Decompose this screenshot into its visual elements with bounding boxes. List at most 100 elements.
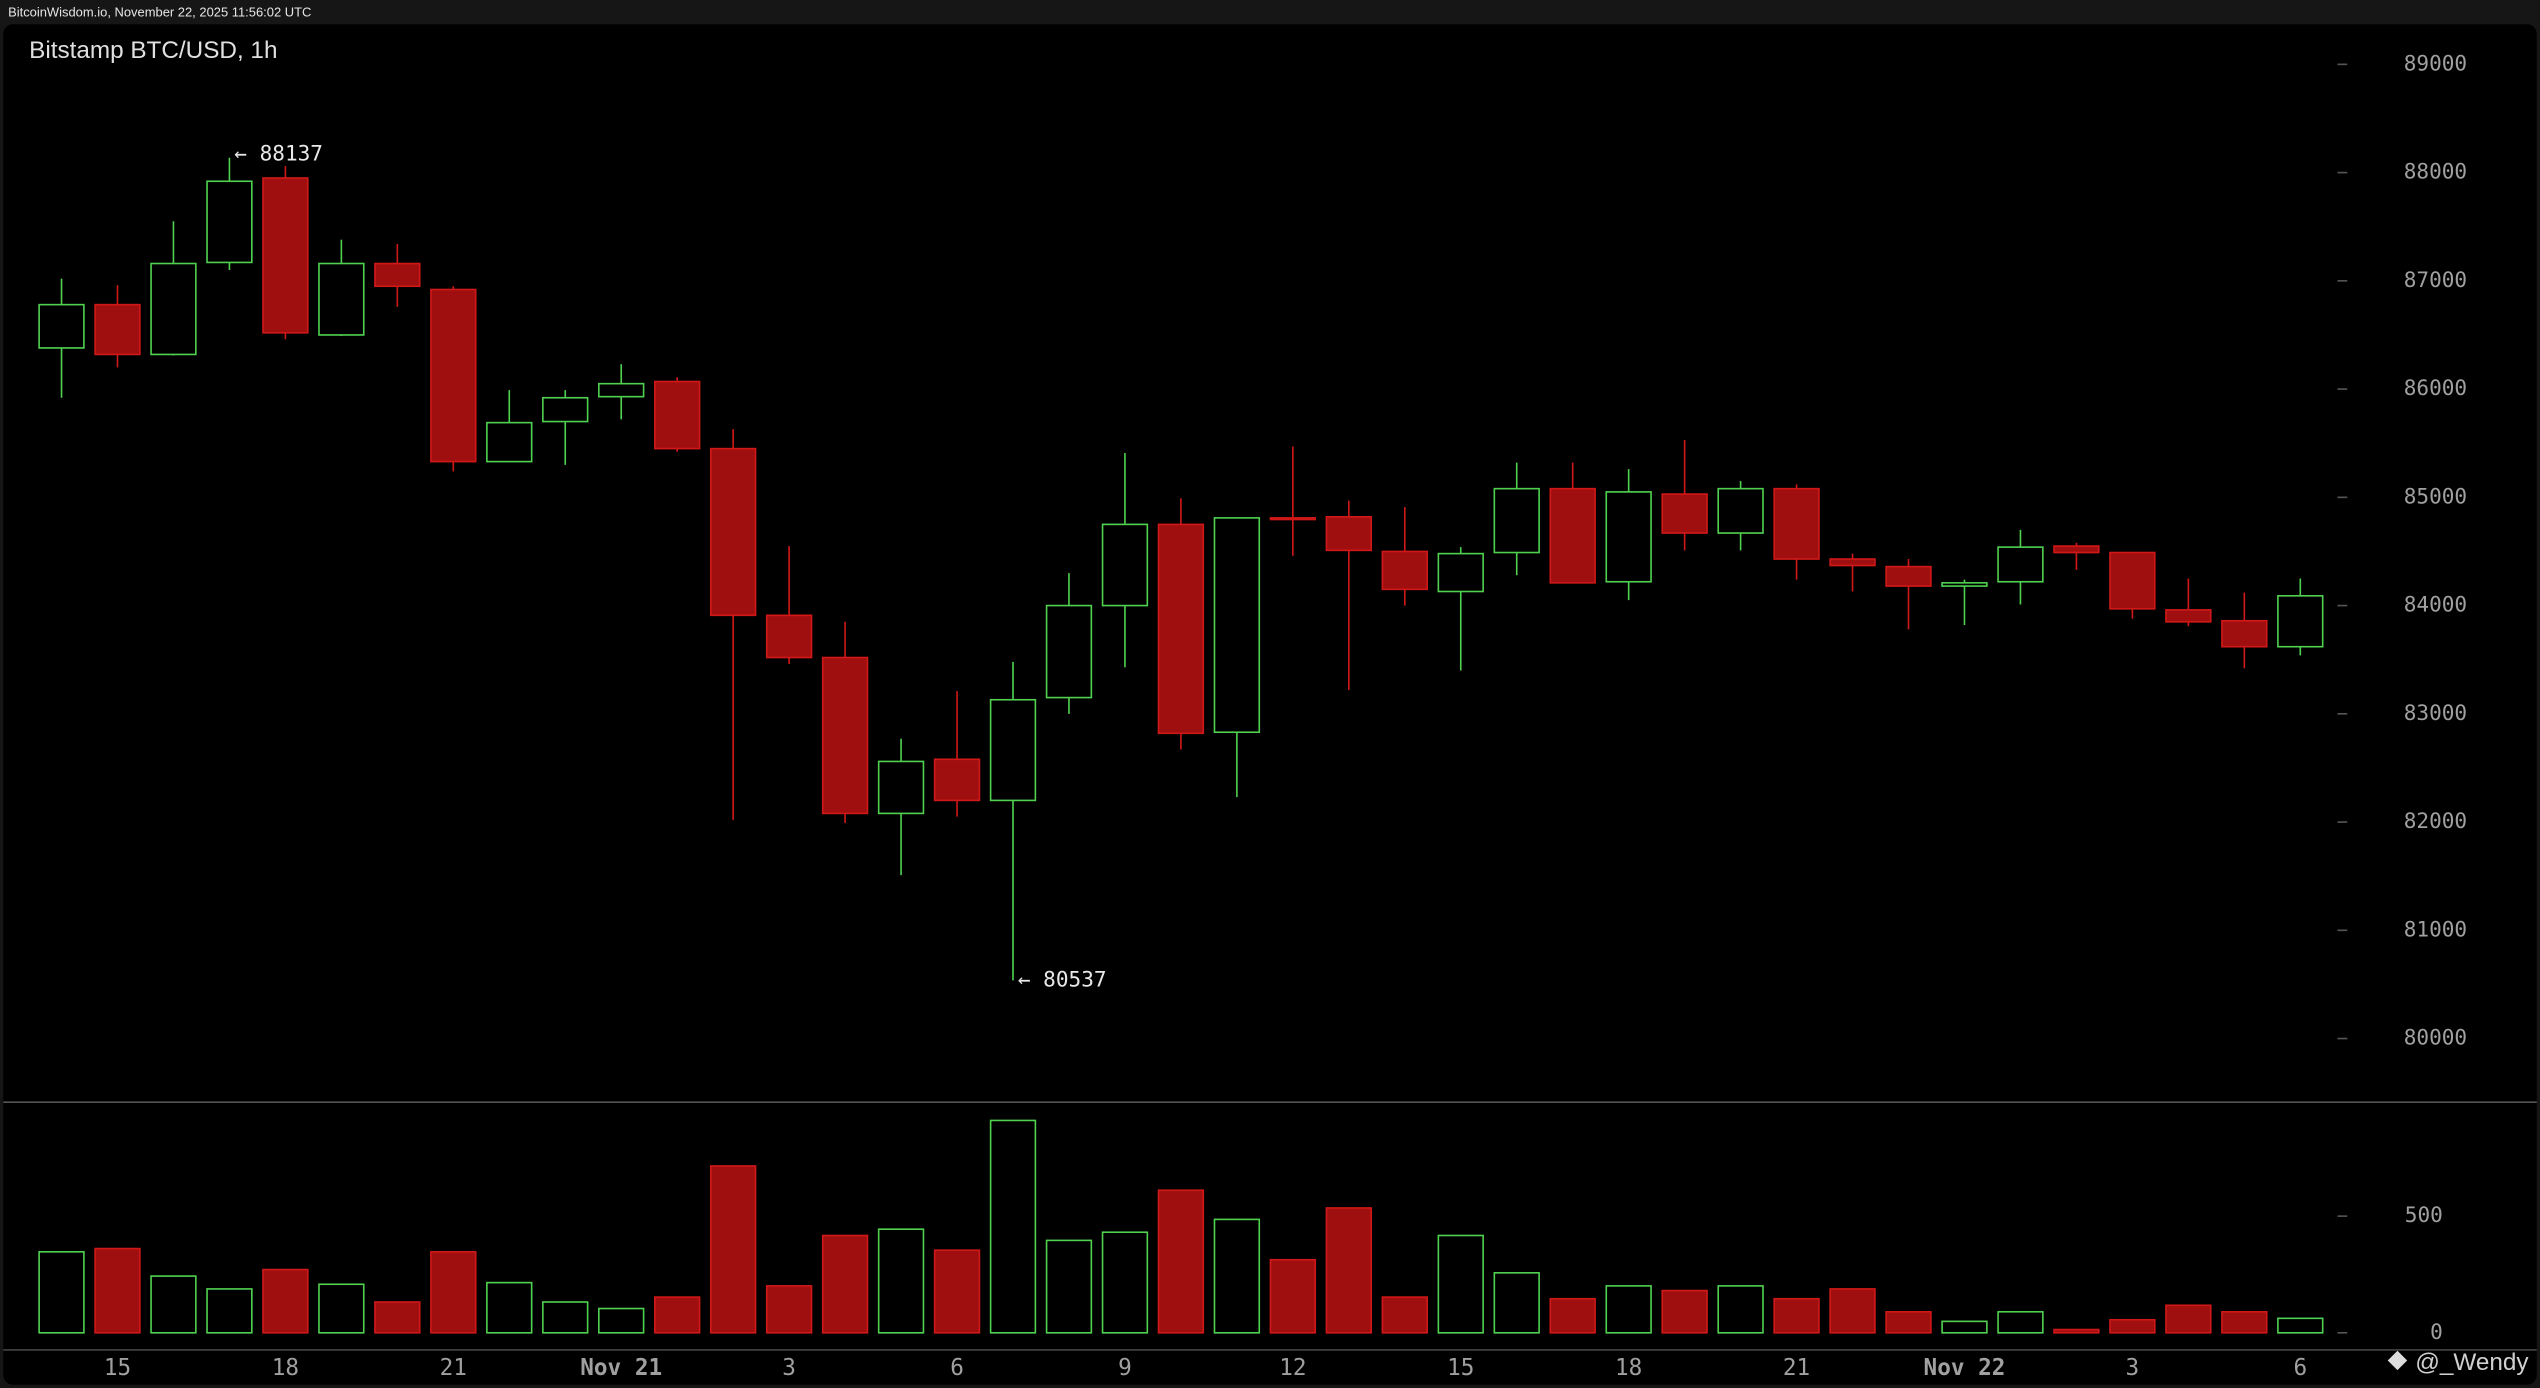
candle-body <box>1829 558 1876 567</box>
candle-body <box>1997 546 2044 583</box>
y-tick-label: 81000 <box>2404 916 2467 941</box>
candle-body <box>933 758 981 802</box>
candle-body <box>1437 552 1484 593</box>
x-tick-label: 21 <box>440 1355 467 1381</box>
volume-bar <box>542 1301 589 1334</box>
watermark-text: @_Wendy <box>2415 1349 2529 1376</box>
watermark-icon <box>2387 1350 2408 1371</box>
volume-bar <box>1381 1296 1428 1334</box>
y-tick-label: 89000 <box>2404 50 2467 75</box>
candle-body <box>1101 523 1149 607</box>
candle-body <box>1493 487 1540 554</box>
candle-body <box>2053 545 2100 554</box>
volume-bar <box>1493 1272 1540 1334</box>
volume-bar <box>1101 1231 1149 1334</box>
y2-tick-label: 500 <box>2405 1202 2443 1227</box>
candle-body <box>374 262 421 288</box>
candle-body <box>1605 491 1652 583</box>
volume-bar <box>989 1119 1037 1334</box>
candle-body <box>2165 609 2212 623</box>
volume-bar <box>2221 1310 2268 1334</box>
volume-bar <box>1437 1234 1484 1334</box>
candle-body <box>1045 604 1093 699</box>
volume-bar <box>2277 1317 2324 1334</box>
volume-bar <box>765 1285 813 1334</box>
x-tick-label: Nov 21 <box>580 1355 662 1381</box>
y-tick-label: 85000 <box>2404 483 2467 508</box>
volume-bar <box>1661 1289 1708 1334</box>
x-tick-label: Nov 22 <box>1924 1355 2006 1381</box>
y-tick-label: 82000 <box>2404 808 2467 833</box>
y-tick-label: 88000 <box>2404 159 2467 184</box>
candle-body <box>1269 517 1317 521</box>
x-tick-label: 6 <box>950 1355 964 1381</box>
y-tick-label: 84000 <box>2404 592 2467 617</box>
volume-bar <box>94 1247 141 1334</box>
volume-bar <box>1045 1239 1093 1334</box>
y-tick-label: 83000 <box>2404 700 2467 725</box>
candle-body <box>1885 565 1932 587</box>
volume-bar <box>1717 1285 1764 1334</box>
chart-title: Bitstamp BTC/USD, 1h <box>29 37 277 64</box>
x-tick-label: 18 <box>1615 1355 1642 1381</box>
x-tick-label: 6 <box>2293 1355 2307 1381</box>
x-tick-label: 15 <box>104 1355 131 1381</box>
candle-body <box>1717 487 1764 534</box>
volume-bar <box>709 1165 757 1334</box>
volume-bar <box>206 1288 253 1334</box>
candle-body <box>1157 523 1205 735</box>
volume-bar <box>653 1296 701 1334</box>
volume-bar <box>1213 1218 1261 1334</box>
volume-bar <box>877 1228 925 1334</box>
candle-body <box>542 396 589 423</box>
candle-body <box>262 177 309 334</box>
y-tick-label: 80000 <box>2404 1025 2467 1050</box>
x-tick-label: 9 <box>1118 1355 1132 1381</box>
candle-body <box>1941 582 1988 587</box>
volume-bar <box>2165 1304 2212 1334</box>
candle-body <box>877 760 925 815</box>
candle-body <box>318 262 365 336</box>
candle-body <box>430 288 477 463</box>
x-tick-label: 15 <box>1447 1355 1474 1381</box>
volume-bar <box>1829 1288 1876 1334</box>
candle-body <box>94 303 141 356</box>
y-tick-label: 86000 <box>2404 375 2467 400</box>
volume-bar <box>1269 1258 1317 1334</box>
volume-bar <box>1941 1320 1988 1334</box>
high-annotation: ← 88137 <box>234 141 323 166</box>
watermark: @_Wendy <box>2387 1349 2529 1376</box>
volume-bar <box>1885 1310 1932 1334</box>
source-header: BitcoinWisdom.io, November 22, 2025 11:5… <box>8 4 311 19</box>
volume-bar <box>262 1268 309 1334</box>
volume-bar <box>2053 1328 2100 1334</box>
candle-body <box>821 656 869 815</box>
volume-bar <box>1549 1297 1596 1334</box>
volume-bar <box>318 1283 365 1334</box>
candle-body <box>2109 551 2156 610</box>
candle-body <box>1381 550 1428 591</box>
volume-bar <box>933 1249 981 1334</box>
candle-body <box>206 180 253 264</box>
candle-body <box>1325 515 1373 552</box>
volume-bar <box>821 1234 869 1334</box>
candle-body <box>598 382 645 398</box>
y2-tick-label: 0 <box>2430 1319 2443 1344</box>
volume-bar <box>1157 1189 1205 1334</box>
candle-body <box>765 614 813 659</box>
candle-body <box>1549 487 1596 584</box>
volume-bar <box>1605 1285 1652 1334</box>
x-tick-label: 3 <box>782 1355 796 1381</box>
candle-body <box>2277 595 2324 648</box>
low-annotation: ← 80537 <box>1018 966 1107 991</box>
candle-body <box>38 303 85 349</box>
volume-bar <box>38 1251 85 1334</box>
volume-bar <box>1325 1207 1373 1334</box>
volume-bar <box>1997 1310 2044 1334</box>
x-tick-label: 18 <box>272 1355 299 1381</box>
candle-body <box>653 380 701 450</box>
volume-bar <box>150 1275 197 1334</box>
volume-bar <box>2109 1318 2156 1334</box>
